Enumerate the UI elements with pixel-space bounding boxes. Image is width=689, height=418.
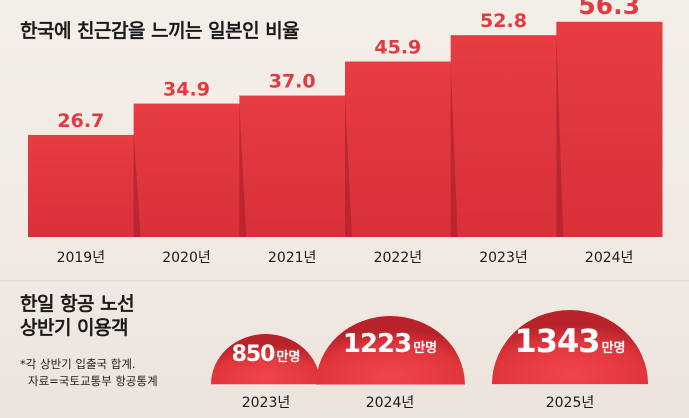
dome-2025년 <box>492 309 648 384</box>
passenger-title-line1: 한일 항공 노선 <box>20 293 135 315</box>
bar-fold-shadow <box>556 35 564 238</box>
dome-value-unit: 만명 <box>276 349 301 365</box>
value-label-2019년: 26.7 <box>57 110 104 132</box>
dome-value-2024년: 1223 만명 <box>290 329 490 359</box>
divider <box>0 280 689 281</box>
dome-value-2025년: 1343 만명 <box>470 322 670 360</box>
dome-year-2024년: 2024년 <box>365 395 415 411</box>
bar-2022년 <box>345 61 452 237</box>
bar-2023년 <box>450 35 557 238</box>
dome-value-number: 850 <box>231 341 276 367</box>
dome-value-unit: 만명 <box>413 340 438 356</box>
value-label-2020년: 34.9 <box>163 79 210 101</box>
category-label-2023년: 2023년 <box>479 250 528 266</box>
passenger-title: 한일 항공 노선 상반기 이용객 <box>20 292 135 340</box>
source-note: *각 상반기 입출국 합계. 자료=국토교통부 항공통계 <box>20 356 158 390</box>
bar-2021년 <box>239 95 346 237</box>
dome-2024년 <box>315 315 465 384</box>
dome-year-2025년: 2025년 <box>545 395 595 411</box>
passenger-section: 한일 항공 노선 상반기 이용객 *각 상반기 입출국 합계. 자료=국토교통부… <box>0 280 689 418</box>
category-label-2020년: 2020년 <box>162 250 211 266</box>
category-label-2024년: 2024년 <box>585 250 634 266</box>
category-label-2021년: 2021년 <box>268 250 317 266</box>
dome-shape <box>211 333 321 384</box>
bar-fold-shadow <box>345 95 352 237</box>
bar-2019년 <box>28 134 135 237</box>
dome-2023년 <box>211 333 321 384</box>
note-line1: *각 상반기 입출국 합계. <box>20 357 136 371</box>
bar-2024년 <box>556 21 663 237</box>
value-label-2021년: 37.0 <box>269 71 316 93</box>
dome-year-2023년: 2023년 <box>241 395 291 411</box>
bar-fold-shadow <box>239 103 247 237</box>
dome-value-number: 1343 <box>514 322 601 361</box>
friendliness-bar-chart: 26.7 2019년 34.9 2020년 37.0 2021년 45.9 2022년 52.8… <box>28 0 663 266</box>
chart-title: 한국에 친근감을 느끼는 일본인 비율 <box>20 20 300 42</box>
category-label-2019년: 2019년 <box>57 250 106 266</box>
dome-value-2023년: 850 만명 <box>166 342 366 367</box>
passenger-title-line2: 상반기 이용객 <box>20 317 129 339</box>
dome-value-number: 1223 <box>342 328 412 359</box>
value-label-2023년: 52.8 <box>480 10 527 32</box>
dome-shape <box>315 315 465 384</box>
dome-value-unit: 만명 <box>601 341 626 357</box>
bar-fold-shadow <box>133 134 141 237</box>
note-line2: 자료=국토교통부 항공통계 <box>28 374 158 388</box>
category-label-2022년: 2022년 <box>374 250 423 266</box>
bar-fold-shadow <box>450 61 458 237</box>
value-label-2022년: 45.9 <box>374 37 421 59</box>
bar-2020년 <box>133 103 240 237</box>
dome-shape <box>492 309 648 384</box>
value-label-2024년: 56.3 <box>578 0 640 20</box>
